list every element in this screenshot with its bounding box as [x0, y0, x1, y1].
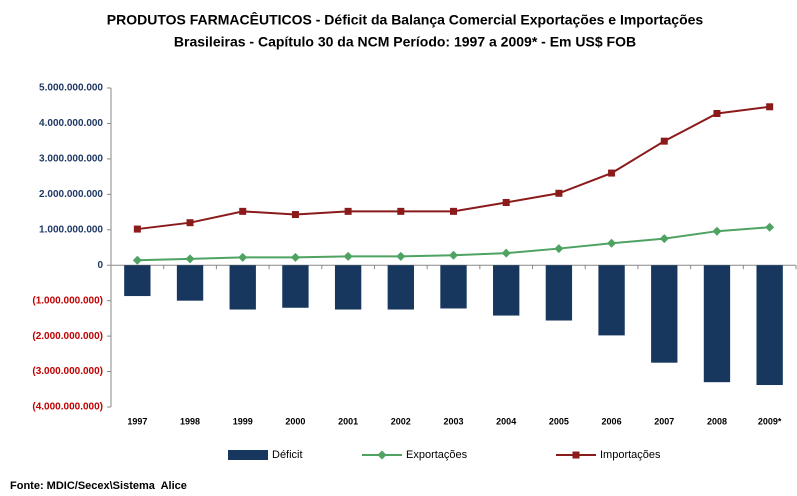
y-tick-label: 3.000.000.000: [39, 154, 103, 165]
marker: [450, 207, 457, 215]
marker: [133, 225, 141, 233]
marker: [713, 110, 721, 118]
marker: [132, 255, 142, 265]
x-tick-label: 1997: [127, 416, 147, 426]
y-tick-label: 2.000.000.000: [39, 189, 103, 200]
legend-swatch: [228, 450, 268, 460]
bar: [756, 265, 783, 386]
y-tick-label: (1.000.000.000): [32, 295, 103, 306]
marker: [555, 189, 563, 197]
legend-label: Exportações: [406, 449, 468, 461]
marker: [712, 226, 722, 236]
bar: [440, 265, 467, 309]
y-tick-label: 5.000.000.000: [39, 83, 103, 94]
x-tick-label: 2000: [285, 416, 305, 426]
x-tick-label: 2005: [549, 416, 569, 426]
bar: [651, 265, 678, 363]
marker: [765, 222, 775, 232]
chart-title: PRODUTOS FARMACÊUTICOS - Déficit da Bala…: [107, 11, 704, 28]
marker: [607, 238, 617, 248]
marker: [396, 251, 406, 261]
legend-label: Importações: [600, 449, 661, 461]
y-tick-label: (2.000.000.000): [32, 331, 103, 342]
x-tick-label: 2006: [602, 416, 622, 426]
source: Fonte: MDIC/Secex\Sistema Alice: [10, 480, 187, 491]
bar: [176, 265, 204, 301]
legend-label: Déficit: [272, 449, 303, 461]
marker: [291, 211, 299, 219]
marker: [290, 252, 300, 262]
marker: [502, 198, 510, 206]
y-tick-label: (3.000.000.000): [32, 366, 103, 377]
x-tick-label: 2007: [654, 416, 674, 426]
marker: [239, 207, 247, 215]
marker: [501, 248, 511, 258]
y-tick-label: 1.000.000.000: [39, 224, 103, 235]
x-tick-label: 2004: [496, 416, 516, 426]
x-tick-label: 2008: [707, 416, 727, 426]
marker: [185, 254, 195, 264]
bar: [598, 265, 625, 336]
x-tick-label: 2002: [391, 416, 411, 426]
bar: [545, 265, 573, 321]
marker: [554, 244, 564, 254]
bar: [493, 265, 520, 316]
x-tick-label: 1998: [180, 416, 200, 426]
bar: [124, 265, 151, 297]
marker: [608, 169, 616, 177]
y-tick-label: 4.000.000.000: [39, 118, 103, 129]
x-tick-label: 2009*: [758, 416, 782, 426]
y-tick-label: (4.000.000.000): [32, 402, 103, 413]
marker: [659, 234, 669, 244]
x-tick-label: 2001: [338, 416, 358, 426]
legend-marker: [377, 450, 387, 460]
legend-marker: [572, 451, 580, 459]
bar: [229, 265, 256, 310]
bar: [334, 265, 362, 310]
marker: [343, 251, 353, 261]
marker: [660, 137, 668, 145]
bar: [703, 265, 731, 383]
chart-title: Brasileiras - Capítulo 30 da NCM Período…: [174, 34, 636, 50]
bar: [387, 265, 414, 310]
marker: [344, 207, 352, 215]
marker: [449, 250, 458, 260]
x-tick-label: 1999: [233, 416, 253, 426]
marker: [766, 103, 774, 111]
marker: [186, 219, 194, 227]
marker: [238, 252, 248, 262]
y-tick-label: 0: [97, 260, 103, 271]
bar: [282, 265, 309, 308]
marker: [397, 207, 405, 215]
x-tick-label: 2003: [443, 416, 463, 426]
